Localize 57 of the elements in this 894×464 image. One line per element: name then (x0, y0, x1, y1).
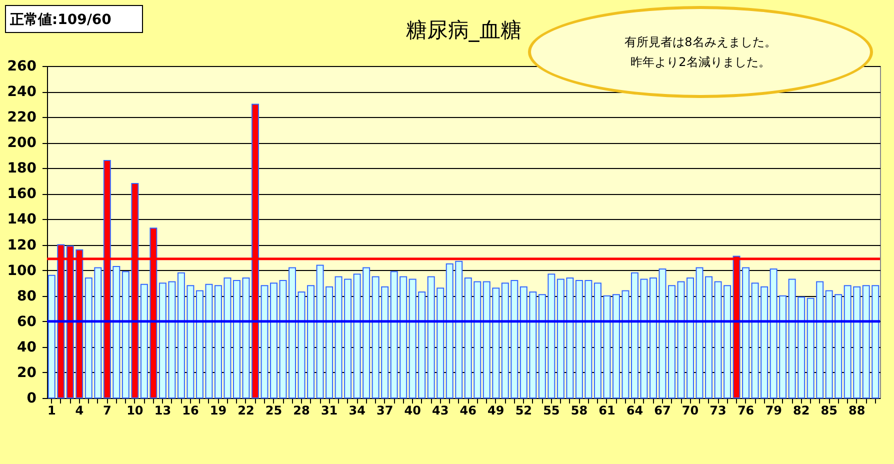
text: 正常値:109/60 (5, 5, 143, 33)
x-tick-label: 79 (765, 404, 782, 418)
x-tick-label: 16 (182, 404, 199, 418)
y-tick-label: 180 (7, 160, 37, 177)
y-tick-label: 20 (17, 364, 37, 381)
x-tick-label: 88 (848, 404, 866, 418)
x-tick-label: 1 (47, 404, 56, 418)
bar (233, 280, 240, 398)
y-tick-label: 60 (17, 314, 37, 330)
y-tick-label: 140 (7, 212, 37, 228)
x-tick-label: 43 (432, 404, 449, 418)
x-tick-label: 82 (792, 404, 810, 418)
annotation: 昨年より2名減りました。 (630, 54, 770, 71)
x-tick-label: 67 (654, 404, 671, 418)
x-tick-label: 19 (210, 404, 227, 418)
y-tick-label: 240 (7, 84, 37, 100)
y-tick-label: 220 (7, 110, 37, 126)
y-tick-label: 100 (7, 262, 37, 279)
x-tick-label: 64 (626, 404, 644, 418)
x-tick-label: 25 (265, 404, 282, 418)
x-tick-label: 55 (543, 404, 560, 418)
x-tick-label: 61 (598, 404, 616, 418)
x-tick-label: 40 (404, 404, 421, 418)
x-tick-label: 73 (710, 404, 726, 418)
x-tick-label: 52 (515, 404, 532, 418)
y-tick-label: 80 (17, 288, 37, 304)
y-tick-label: 260 (7, 58, 37, 74)
text: 有所見者は8名みえました。 (624, 34, 776, 51)
x-tick-label: 34 (348, 404, 366, 418)
bar (686, 277, 694, 398)
x-tick-label: 7 (102, 404, 112, 418)
x-tick-label: 28 (293, 404, 310, 418)
bar (677, 281, 685, 398)
x-tick-label: 13 (154, 404, 172, 418)
x-tick-label: 22 (238, 404, 254, 418)
y-tick-label: 160 (7, 186, 37, 202)
y-tick-label: 0 (26, 390, 37, 406)
chart-title: 糖尿病_血糖 (406, 18, 522, 42)
x-tick-label: 49 (488, 404, 504, 418)
x-tick-label: 10 (126, 404, 144, 418)
x-tick-label: 46 (460, 404, 476, 418)
bar (242, 277, 250, 398)
bar (260, 285, 268, 398)
x-tick-label: 58 (570, 404, 588, 418)
x-tick-label: 85 (820, 404, 838, 418)
bar (668, 285, 676, 398)
x-tick-label: 70 (682, 404, 699, 418)
x-tick-label: 4 (75, 404, 84, 418)
bar (270, 282, 278, 398)
bar (658, 268, 666, 398)
y-tick-label: 120 (7, 237, 37, 254)
x-tick-label: 37 (376, 404, 394, 418)
x-tick-label: 31 (320, 404, 338, 418)
bar (650, 277, 657, 398)
y-tick-label: 40 (17, 339, 37, 356)
y-tick-label: 200 (7, 135, 37, 152)
x-tick-label: 76 (737, 404, 754, 418)
